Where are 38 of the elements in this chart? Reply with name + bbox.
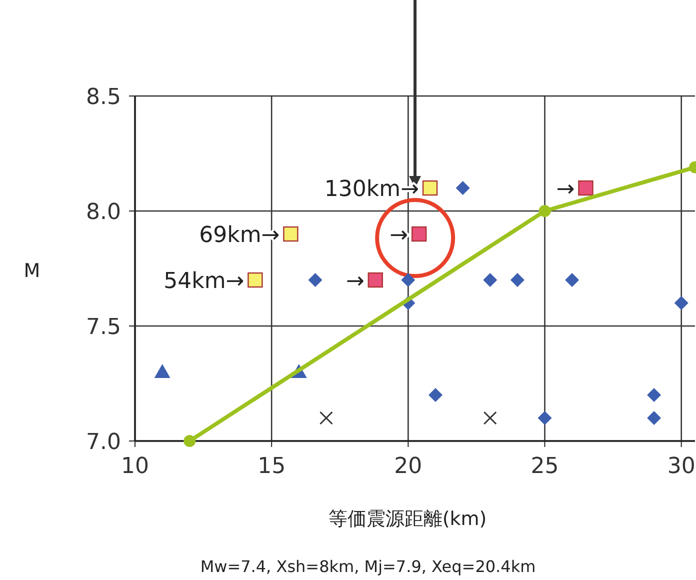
point xyxy=(538,205,551,217)
point xyxy=(565,273,580,287)
point xyxy=(308,273,322,287)
x-tick-label: 25 xyxy=(530,454,559,479)
x-tick-label: 15 xyxy=(258,454,286,479)
annotation: 54km→ xyxy=(164,269,244,294)
annotation: → xyxy=(556,177,575,202)
x-tick-label: 10 xyxy=(121,454,149,479)
point xyxy=(483,273,498,287)
point xyxy=(647,388,662,402)
point xyxy=(248,272,263,288)
point xyxy=(319,411,333,425)
point xyxy=(578,180,594,196)
point xyxy=(456,181,470,195)
text: Mw=7.4, Xsh=8km, Mj=7.9, Xeq=20.4km xyxy=(200,557,536,576)
y-tick-label: 7.5 xyxy=(86,315,121,340)
x-tick-label: 30 xyxy=(667,454,696,479)
point xyxy=(283,226,298,242)
point xyxy=(538,411,552,425)
point xyxy=(674,296,688,310)
point xyxy=(368,272,383,288)
point xyxy=(401,273,416,287)
y-axis-title: M xyxy=(24,260,40,282)
y-tick-label: 7.0 xyxy=(86,430,121,455)
point xyxy=(154,364,170,378)
x-axis-title: 等価震源距離(km) xyxy=(328,508,487,530)
point xyxy=(428,388,442,402)
y-tick-label: 8.0 xyxy=(86,200,121,225)
annotation: → xyxy=(390,223,408,248)
x-tick-label: 20 xyxy=(394,454,422,479)
point xyxy=(422,180,438,196)
point xyxy=(412,226,427,242)
point xyxy=(483,411,497,425)
y-tick-label: 8.5 xyxy=(86,85,121,110)
point xyxy=(647,411,662,425)
annotation: → xyxy=(346,269,364,294)
point xyxy=(184,435,196,447)
point xyxy=(510,273,524,287)
